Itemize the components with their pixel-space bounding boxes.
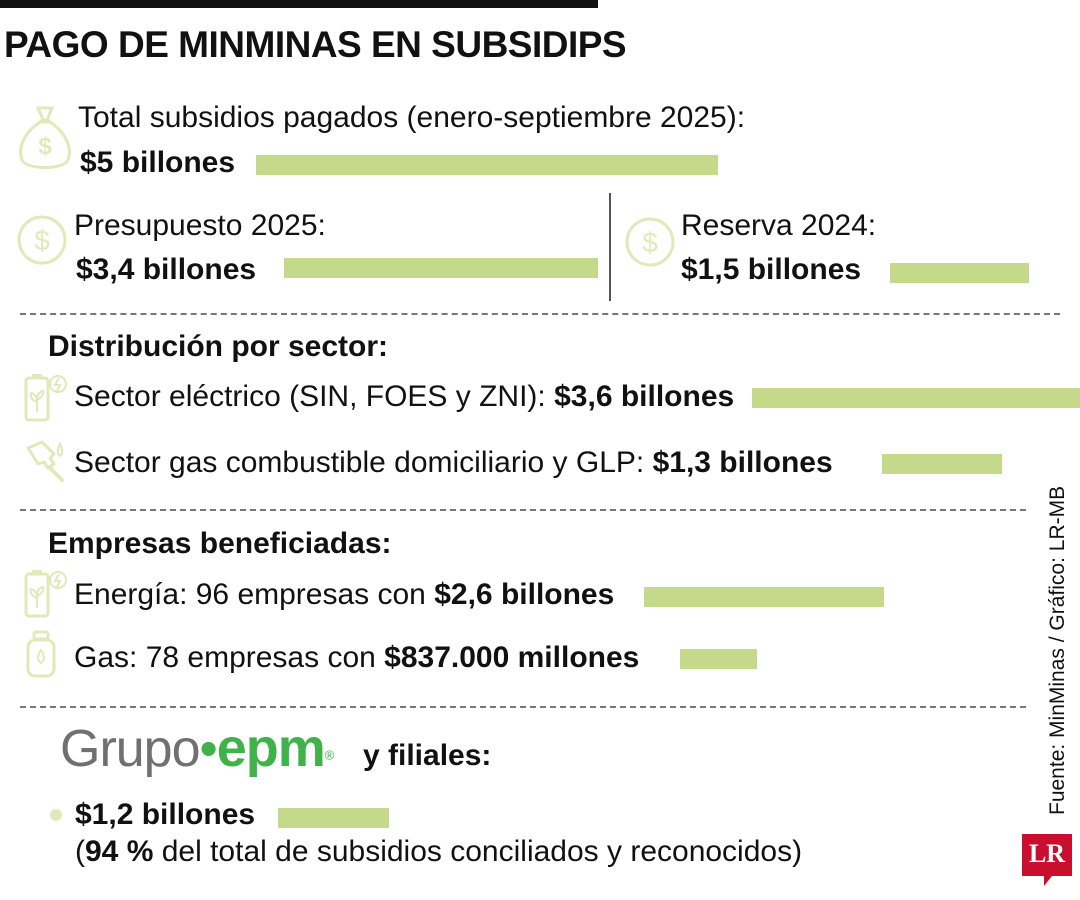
empresas-gas-label: Gas: 78 empresas con — [74, 641, 376, 674]
column-divider — [609, 193, 611, 301]
svg-text:$: $ — [34, 225, 50, 256]
total-value: $5 billones — [80, 146, 236, 179]
gas-cylinder-icon — [24, 630, 58, 680]
epm-logo-dot: • — [199, 720, 218, 778]
reserva-value: $1,5 billones — [681, 253, 862, 286]
epm-note: (94 % del total de subsidios conciliados… — [75, 834, 802, 870]
registered-mark: ® — [324, 747, 335, 763]
bullet-icon — [50, 809, 62, 821]
sector-gas-value: $1,3 billones — [652, 446, 833, 479]
sector-gas-line: Sector gas combustible domiciliario y GL… — [74, 445, 833, 481]
empresas-energia-label: Energía: 96 empresas con — [74, 578, 426, 611]
lr-logo: LR — [1022, 834, 1072, 886]
lr-logo-text: LR — [1028, 839, 1066, 868]
epm-note-pct: 94 % — [85, 835, 154, 868]
source-credit: Fuente: MinMinas / Gráfico: LR-MB — [1046, 486, 1069, 816]
title-rule — [0, 0, 598, 8]
empresas-energia-bar — [644, 587, 884, 607]
dollar-circle-icon: $ — [16, 214, 68, 266]
presupuesto-bar — [284, 258, 598, 278]
empresas-gas-bar — [680, 649, 757, 669]
sector-heading: Distribución por sector: — [48, 330, 389, 363]
epm-note-rest: del total de subsidios conciliados y rec… — [153, 835, 803, 868]
svg-text:$: $ — [642, 227, 658, 258]
epm-logo-grupo: Grupo — [60, 720, 201, 778]
section-divider — [20, 706, 1026, 708]
sector-gas-bar — [882, 454, 1002, 474]
battery-plant-icon — [22, 568, 68, 620]
reserva-bar — [890, 263, 1029, 283]
sector-electric-value: $3,6 billones — [554, 380, 735, 413]
sector-gas-label: Sector gas combustible domiciliario y GL… — [74, 446, 645, 479]
dollar-circle-icon: $ — [624, 216, 676, 268]
presupuesto-label: Presupuesto 2025: — [74, 209, 326, 242]
battery-plant-icon — [22, 372, 68, 424]
empresas-gas-value: $837.000 millones — [384, 641, 640, 674]
epm-logo-epm: epm — [216, 718, 326, 778]
sector-electric-label: Sector eléctrico (SIN, FOES y ZNI): — [74, 380, 546, 413]
section-divider — [20, 509, 1026, 511]
epm-value: $1,2 billones — [75, 798, 256, 831]
total-bar — [256, 155, 718, 175]
presupuesto-value: $3,4 billones — [76, 253, 257, 286]
epm-suffix: y filiales: — [363, 739, 492, 772]
svg-text:$: $ — [38, 133, 52, 160]
total-label: Total subsidios pagados (enero-septiembr… — [78, 101, 746, 134]
section-divider — [20, 313, 1060, 315]
page-title: PAGO DE MINMINAS EN SUBSIDIPS — [4, 24, 627, 65]
epm-note-open: ( — [75, 835, 85, 868]
sector-electric-line: Sector eléctrico (SIN, FOES y ZNI): $3,6… — [74, 379, 734, 415]
sector-electric-bar — [752, 388, 1080, 408]
empresas-gas-line: Gas: 78 empresas con $837.000 millones — [74, 640, 639, 676]
money-bag-icon: $ — [16, 104, 74, 172]
empresas-energia-value: $2,6 billones — [434, 578, 615, 611]
reserva-label: Reserva 2024: — [681, 209, 877, 242]
empresas-heading: Empresas beneficiadas: — [48, 527, 392, 560]
epm-bar — [278, 808, 389, 828]
empresas-energia-line: Energía: 96 empresas con $2,6 billones — [74, 577, 614, 613]
epm-logo: Grupo•epm® — [60, 718, 334, 779]
fuel-nozzle-icon — [24, 438, 68, 482]
